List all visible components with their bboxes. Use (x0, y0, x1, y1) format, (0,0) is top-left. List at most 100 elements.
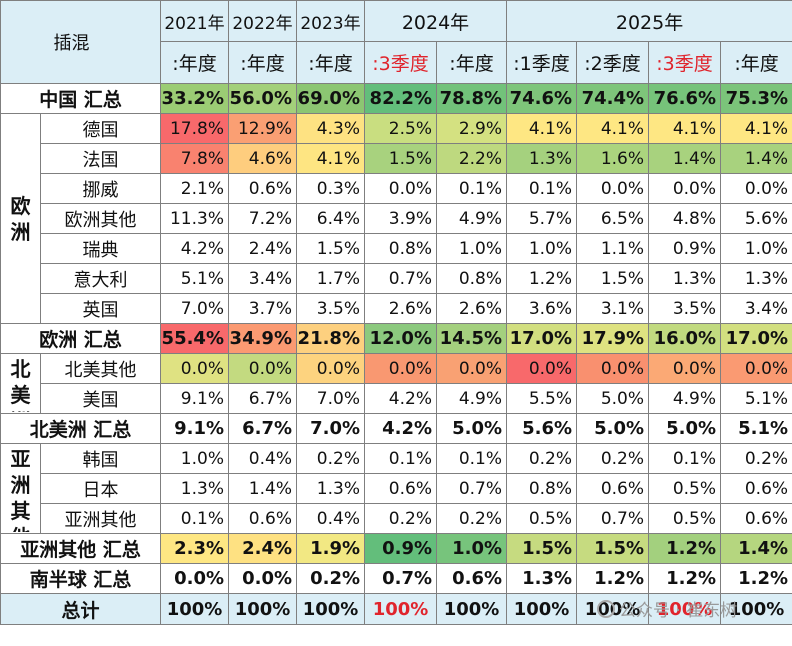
value-cell: 100% (228, 593, 297, 625)
value-cell: 0.6% (364, 473, 437, 504)
value-cell: 76.6% (648, 83, 722, 114)
value-cell: 0.2% (364, 503, 437, 534)
country-label: 瑞典 (40, 233, 161, 264)
value-cell: 4.9% (648, 383, 722, 414)
value-cell: 100% (648, 593, 722, 625)
value-cell: 78.8% (435, 83, 508, 114)
value-cell: 0.0% (720, 353, 792, 384)
value-cell: 12.9% (228, 113, 297, 144)
value-cell: 7.8% (160, 143, 229, 174)
value-cell: 100% (160, 593, 229, 625)
value-cell: 0.2% (296, 443, 365, 474)
value-cell: 5.1% (720, 413, 792, 444)
value-cell: 2.4% (228, 533, 297, 564)
summary-label: 亚洲其他 汇总 (0, 533, 161, 564)
year-header: 2021年 (160, 0, 229, 42)
value-cell: 0.8% (435, 263, 508, 294)
value-cell: 5.0% (576, 413, 650, 444)
year-header: 2023年 (296, 0, 365, 42)
corner-header: 插混 (0, 0, 161, 84)
value-cell: 100% (296, 593, 365, 625)
value-cell: 1.4% (720, 143, 792, 174)
value-cell: 0.0% (506, 353, 578, 384)
value-cell: 1.2% (648, 533, 722, 564)
value-cell: 4.3% (296, 113, 365, 144)
value-cell: 0.1% (435, 443, 508, 474)
value-cell: 0.0% (364, 173, 437, 204)
region-north-america-label: 北美洲 (10, 356, 31, 412)
value-cell: 1.7% (296, 263, 365, 294)
value-cell: 100% (576, 593, 650, 625)
value-cell: 0.6% (720, 503, 792, 534)
value-cell: 5.1% (160, 263, 229, 294)
region-north-america: 北美洲 (0, 353, 41, 414)
value-cell: 56.0% (228, 83, 297, 114)
value-cell: 1.4% (228, 473, 297, 504)
value-cell: 6.5% (576, 203, 650, 234)
value-cell: 7.0% (160, 293, 229, 324)
country-label: 意大利 (40, 263, 161, 294)
value-cell: 17.8% (160, 113, 229, 144)
value-cell: 0.9% (364, 533, 437, 564)
value-cell: 1.0% (720, 233, 792, 264)
value-cell: 74.6% (506, 83, 578, 114)
value-cell: 2.3% (160, 533, 229, 564)
period-header: :1季度 (506, 41, 578, 84)
value-cell: 0.0% (296, 353, 365, 384)
value-cell: 0.2% (576, 443, 650, 474)
value-cell: 4.8% (648, 203, 722, 234)
value-cell: 3.4% (720, 293, 792, 324)
summary-label: 欧洲 汇总 (0, 323, 161, 354)
value-cell: 5.7% (506, 203, 578, 234)
value-cell: 0.1% (364, 443, 437, 474)
value-cell: 6.7% (228, 383, 297, 414)
value-cell: 0.7% (576, 503, 650, 534)
value-cell: 0.0% (364, 353, 437, 384)
value-cell: 1.2% (720, 563, 792, 594)
value-cell: 3.6% (506, 293, 578, 324)
region-asia-other-label: 亚洲其他 (10, 446, 31, 532)
value-cell: 100% (364, 593, 437, 625)
period-header: :年度 (228, 41, 297, 84)
value-cell: 16.0% (648, 323, 722, 354)
country-label: 亚洲其他 (40, 503, 161, 534)
country-label: 法国 (40, 143, 161, 174)
value-cell: 0.0% (576, 353, 650, 384)
value-cell: 1.5% (364, 143, 437, 174)
value-cell: 0.3% (296, 173, 365, 204)
country-label: 德国 (40, 113, 161, 144)
value-cell: 0.8% (364, 233, 437, 264)
period-header: :3季度 (364, 41, 437, 84)
value-cell: 0.0% (435, 353, 508, 384)
value-cell: 4.1% (576, 113, 650, 144)
country-label: 北美其他 (40, 353, 161, 384)
value-cell: 14.5% (435, 323, 508, 354)
value-cell: 1.5% (296, 233, 365, 264)
value-cell: 75.3% (720, 83, 792, 114)
value-cell: 5.0% (435, 413, 508, 444)
value-cell: 0.0% (648, 353, 722, 384)
value-cell: 17.0% (720, 323, 792, 354)
value-cell: 1.5% (576, 533, 650, 564)
value-cell: 0.0% (160, 353, 229, 384)
value-cell: 0.1% (648, 443, 722, 474)
value-cell: 0.0% (648, 173, 722, 204)
value-cell: 74.4% (576, 83, 650, 114)
value-cell: 3.1% (576, 293, 650, 324)
value-cell: 5.0% (648, 413, 722, 444)
country-label: 欧洲其他 (40, 203, 161, 234)
value-cell: 0.7% (364, 563, 437, 594)
value-cell: 21.8% (296, 323, 365, 354)
value-cell: 1.4% (648, 143, 722, 174)
value-cell: 4.2% (160, 233, 229, 264)
value-cell: 1.0% (435, 533, 508, 564)
value-cell: 2.4% (228, 233, 297, 264)
value-cell: 1.5% (506, 533, 578, 564)
value-cell: 12.0% (364, 323, 437, 354)
value-cell: 1.3% (160, 473, 229, 504)
value-cell: 3.4% (228, 263, 297, 294)
value-cell: 0.6% (576, 473, 650, 504)
value-cell: 0.6% (435, 563, 508, 594)
summary-label: 北美洲 汇总 (0, 413, 161, 444)
value-cell: 4.1% (720, 113, 792, 144)
